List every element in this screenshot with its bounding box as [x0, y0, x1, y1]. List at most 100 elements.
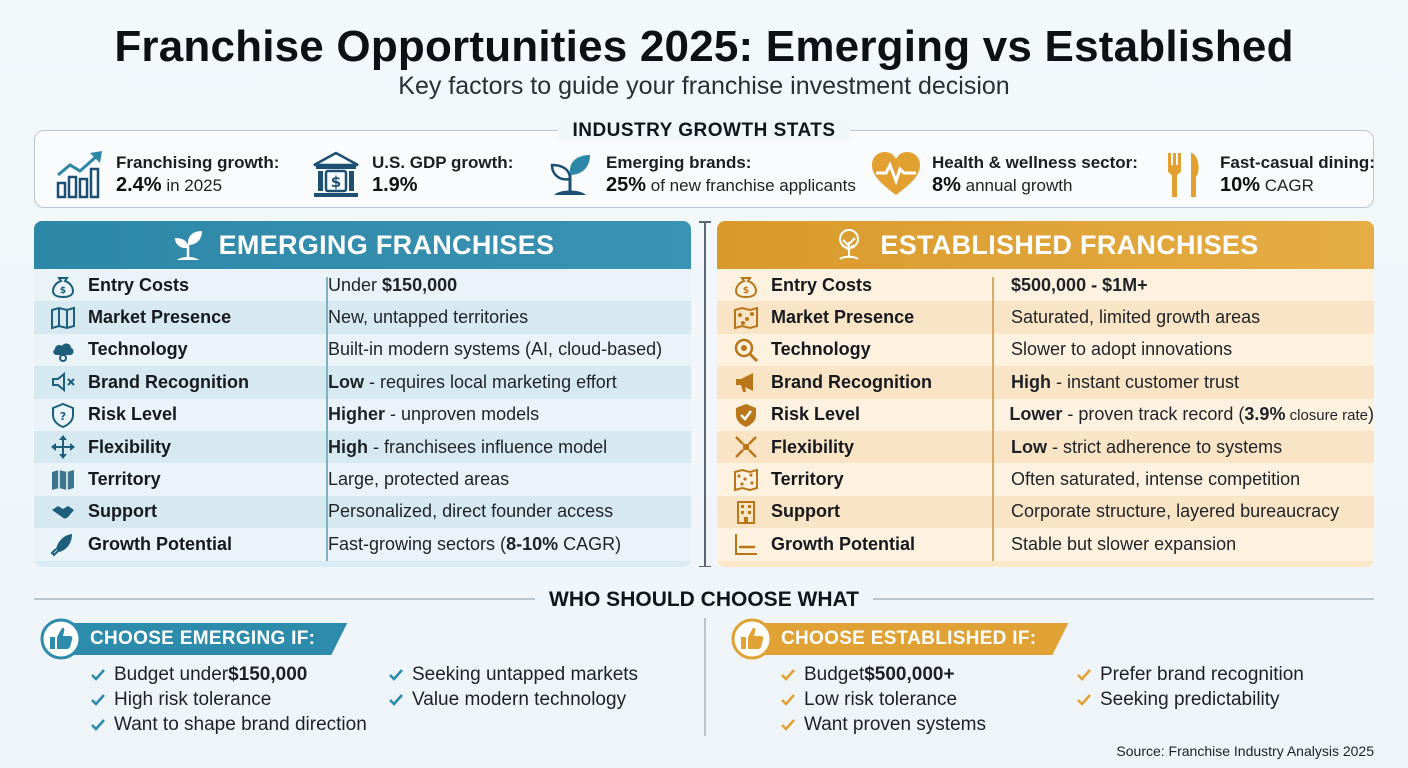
item-text: Budget	[804, 663, 865, 685]
table-row: Brand Recognition High - instant customer…	[717, 366, 1374, 399]
money-bag-icon: $	[734, 277, 758, 299]
thumbs-up-icon	[40, 618, 82, 660]
value-text: Saturated, limited growth areas	[1011, 307, 1261, 328]
sprout-icon	[174, 231, 202, 260]
factor-label: Flexibility	[88, 436, 172, 457]
svg-text:$: $	[743, 286, 749, 296]
rocket-icon	[50, 534, 72, 557]
stat-franchising-growth: Franchising growth: 2.4% in 2025	[54, 148, 279, 202]
factor-value: Built-in modern systems (AI, cloud-based…	[328, 339, 662, 360]
value-bold: Low	[328, 371, 364, 392]
choose-emerging-banner: CHOOSE EMERGING IF:	[40, 618, 347, 660]
emerging-header: EMERGING FRANCHISES	[34, 221, 691, 269]
factor-value: Personalized, direct founder access	[328, 501, 613, 522]
emerging-rows: $ Entry Costs Under $150,000 Market Presenc…	[34, 269, 691, 561]
checkmark-icon	[389, 693, 403, 706]
tree-icon	[839, 229, 860, 260]
megaphone-icon	[736, 373, 753, 393]
svg-text:?: ?	[60, 410, 66, 423]
table-row: Risk Level Lower - proven track record (3…	[717, 398, 1374, 431]
center-divider	[700, 221, 710, 567]
column-divider	[326, 277, 328, 561]
value-text: - unproven models	[385, 404, 540, 425]
flat-line-chart-icon	[735, 534, 757, 556]
factor-value: Slower to adopt innovations	[1011, 339, 1232, 360]
value-text: Large, protected areas	[328, 469, 510, 490]
established-rows: $ Entry Costs $500,000 - $1M+ Market Presen…	[717, 269, 1374, 561]
factor-value: New, untapped territories	[328, 307, 528, 328]
value-text: - proven track record (	[1062, 404, 1245, 425]
factor-label: Flexibility	[771, 436, 855, 457]
list-item: Value modern technology	[388, 687, 638, 712]
item-text: High risk tolerance	[114, 688, 272, 710]
page-subtitle: Key factors to guide your franchise inve…	[398, 72, 1010, 100]
value-text: - franchisees influence model	[368, 436, 608, 457]
factor-value: Saturated, limited growth areas	[1011, 307, 1260, 328]
value-text: CAGR)	[558, 533, 622, 554]
factor-label: Market Presence	[771, 307, 915, 328]
stat-value: 8%	[932, 174, 961, 197]
factor-value: Lower - proven track record (3.9% closur…	[1009, 404, 1374, 425]
factor-label: Support	[88, 501, 157, 522]
magnifier-gear-icon	[734, 338, 759, 363]
list-item: Low risk tolerance	[780, 687, 986, 712]
table-row: Support Corporate structure, layered bure…	[717, 495, 1374, 529]
stat-gdp-growth: $ U.S. GDP growth: 1.9%	[310, 148, 513, 202]
emerging-panel: EMERGING FRANCHISES $ Entry Costs Under $1…	[34, 221, 691, 567]
stat-label: U.S. GDP growth:	[372, 152, 514, 172]
item-text: Want proven systems	[804, 713, 986, 735]
value-text: - requires local marketing effort	[364, 371, 617, 392]
checkmark-icon	[781, 668, 795, 681]
table-row: Technology Slower to adopt innovations	[717, 333, 1374, 367]
factor-label: Territory	[771, 469, 844, 490]
item-text: Prefer brand recognition	[1100, 663, 1304, 685]
value-bold: Lower	[1009, 404, 1063, 425]
factor-value: Fast-growing sectors (8-10% CAGR)	[328, 534, 621, 555]
item-text: Budget under	[114, 663, 229, 685]
stat-value: 1.9%	[372, 174, 418, 197]
checkmark-icon	[91, 668, 105, 681]
choose-established-label: CHOOSE ESTABLISHED IF:	[763, 623, 1068, 655]
factor-value: Under $150,000	[328, 275, 457, 296]
value-bold: 3.9%	[1244, 404, 1286, 425]
factor-value: $500,000 - $1M+	[1011, 275, 1148, 296]
table-row: Brand Recognition Low - requires local ma…	[34, 366, 691, 399]
table-row: Technology Built-in modern systems (AI, c…	[34, 333, 691, 367]
factor-label: Entry Costs	[88, 274, 190, 295]
established-header: ESTABLISHED FRANCHISES	[717, 221, 1374, 269]
cloud-gear-icon	[53, 343, 74, 362]
arrows-in-icon	[735, 436, 757, 459]
factor-value: Low - strict adherence to systems	[1011, 437, 1282, 458]
value-text: Corporate structure, layered bureaucracy	[1011, 501, 1340, 522]
value-text: Under	[328, 274, 383, 295]
svg-text:$: $	[60, 286, 66, 296]
established-checklist-1: Budget $500,000+ Low risk tolerance Want p…	[780, 662, 986, 737]
value-text: Personalized, direct founder access	[328, 501, 614, 522]
factor-value: Low - requires local marketing effort	[328, 372, 617, 393]
list-item: Budget under $150,000	[90, 662, 367, 687]
established-panel: ESTABLISHED FRANCHISES $ Entry Costs $500,…	[717, 221, 1374, 567]
item-text: Want to shape brand direction	[114, 713, 367, 735]
stat-label: Emerging brands:	[606, 152, 752, 172]
item-bold: $500,000+	[864, 663, 955, 685]
table-row: Market Presence New, untapped territories	[34, 301, 691, 334]
factor-label: Entry Costs	[771, 274, 873, 295]
factor-label: Support	[771, 501, 840, 522]
fork-knife-icon	[1168, 153, 1199, 197]
item-text: Seeking untapped markets	[412, 663, 639, 685]
stats-heading: INDUSTRY GROWTH STATS	[0, 120, 1408, 142]
value-bold: High	[328, 436, 368, 457]
crowded-map-icon	[734, 306, 758, 329]
table-row: Growth Potential Fast-growing sectors (8-…	[34, 528, 691, 561]
who-heading: WHO SHOULD CHOOSE WHAT	[0, 588, 1408, 612]
choose-emerging-label: CHOOSE EMERGING IF:	[72, 623, 347, 655]
established-heading: ESTABLISHED FRANCHISES	[880, 229, 1259, 260]
emerging-checklist-2: Seeking untapped markets Value modern tec…	[388, 662, 638, 712]
list-item: High risk tolerance	[90, 687, 367, 712]
table-row: Support Personalized, direct founder acce…	[34, 495, 691, 529]
value-bold: $150,000	[382, 274, 458, 295]
factor-value: Corporate structure, layered bureaucracy	[1011, 501, 1339, 522]
dense-map-icon	[734, 468, 758, 491]
factor-value: Often saturated, intense competition	[1011, 469, 1300, 490]
who-center-divider	[704, 618, 706, 736]
